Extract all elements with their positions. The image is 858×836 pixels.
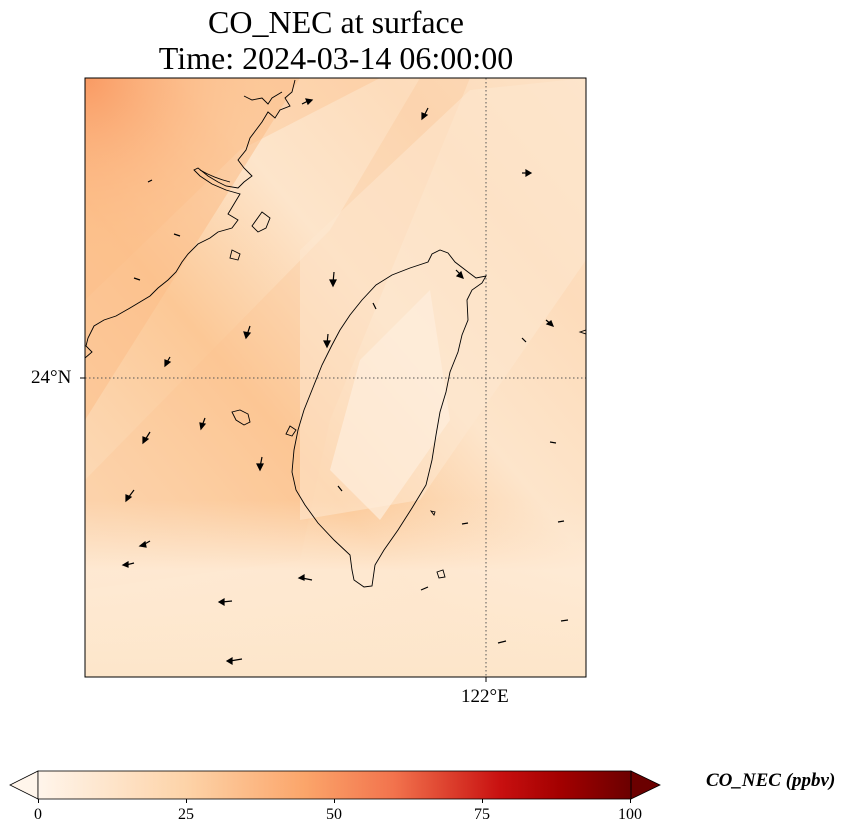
wind-arrow [323, 333, 331, 349]
wind-arrow [217, 597, 233, 607]
co-concentration-field [85, 78, 586, 677]
wind-arrow [297, 573, 313, 581]
wind-arrow [420, 586, 429, 591]
wind-arrow [521, 337, 527, 343]
wind-arrow [125, 489, 135, 503]
wind-arrow [243, 325, 252, 340]
wind-arrow [549, 441, 557, 444]
wind-arrow [455, 269, 464, 279]
wind-arrow [199, 417, 207, 431]
colorbar-tick-label: 100 [618, 806, 642, 823]
wind-arrow [461, 522, 469, 525]
colorbar [9, 770, 661, 803]
wind-arrow [329, 271, 337, 288]
gridlines [85, 78, 586, 677]
wind-arrow [142, 431, 151, 445]
lat-tick-label: 24°N [31, 367, 72, 388]
wind-arrow [522, 168, 533, 178]
wind-arrow [173, 233, 181, 237]
taiwan-coastline [291, 249, 487, 588]
wind-arrow [164, 356, 172, 368]
wind-arrow [147, 179, 153, 183]
wind-arrow [372, 302, 377, 310]
wind-arrow [256, 456, 264, 472]
colorbar-extend-min [9, 770, 39, 800]
china-coastline [85, 79, 296, 359]
colorbar-tick-label: 25 [178, 806, 194, 823]
colorbar-tick-label: 50 [326, 806, 342, 823]
wind-arrow [337, 485, 343, 492]
colorbar-label: CO_NEC (ppbv) [706, 770, 836, 791]
wind-arrow [133, 277, 141, 281]
map-title-line1: CO_NEC at surface [208, 4, 464, 40]
wind-vectors [121, 98, 569, 666]
wind-arrow [421, 107, 429, 121]
wind-arrow [497, 640, 507, 644]
colorbar-extend-max [630, 770, 661, 800]
lon-tick-label: 122°E [461, 686, 509, 707]
colorbar-gradient [38, 771, 631, 799]
wind-arrow [138, 540, 151, 548]
wind-arrow [225, 656, 243, 666]
map-title-line2: Time: 2024-03-14 06:00:00 [158, 40, 514, 76]
colorbar-tick-label: 75 [474, 806, 490, 823]
wind-arrow [557, 520, 565, 523]
wind-arrow [301, 98, 314, 106]
colorbar-tick-label: 0 [34, 806, 42, 823]
coastlines [85, 79, 586, 588]
wind-arrow [560, 619, 569, 622]
wind-arrow [121, 560, 135, 568]
wind-arrow [545, 319, 555, 327]
